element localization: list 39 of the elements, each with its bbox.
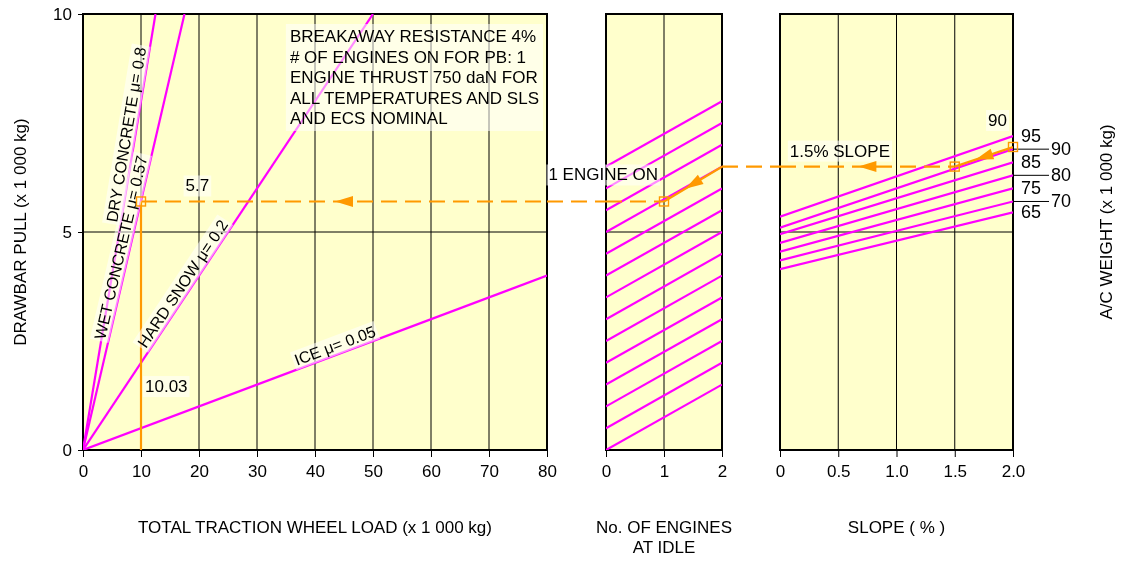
x-tick-label: 50 (364, 462, 383, 482)
text: ICE μ= 0.05 (292, 322, 379, 369)
annotation: 5.7 (185, 176, 210, 196)
series-label: 75 (1021, 178, 1042, 199)
y-tick-label: 0 (62, 440, 72, 460)
x-tick-label: 30 (248, 462, 267, 482)
x-tick-label: 60 (422, 462, 441, 482)
y-tick-label: 10 (53, 4, 72, 24)
series-label: 95 (1021, 126, 1042, 147)
annotation: 1 ENGINE ON (548, 165, 658, 185)
x-tick-label: 1.5 (943, 462, 968, 482)
x-tick-label: 40 (306, 462, 325, 482)
x-tick-label: 0 (78, 462, 89, 482)
x-tick-label: 2 (717, 462, 728, 482)
annotation: 90 (1051, 139, 1072, 160)
x-tick-label: 20 (190, 462, 209, 482)
x-tick-label: 0 (775, 462, 786, 482)
x-tick-label: 70 (480, 462, 499, 482)
y2-axis-title: A/C WEIGHT (x 1 000 kg) (1097, 124, 1116, 320)
x-tick-label: 2.0 (1001, 462, 1026, 482)
annotation: 1.5% SLOPE (789, 141, 890, 161)
annotation: 10.03 (145, 377, 188, 397)
x-axis-title: SLOPE ( % ) (847, 518, 946, 537)
x-axis-title: TOTAL TRACTION WHEEL LOAD (x 1 000 kg) (138, 518, 492, 537)
series-label: 90 (988, 110, 1007, 130)
x-tick-label: 0 (601, 462, 612, 482)
x-tick-label: 1.0 (885, 462, 909, 482)
y-tick-label: 5 (62, 222, 72, 242)
y-axis-title: DRAWBAR PULL (x 1 000 kg) (11, 118, 30, 346)
x-tick-label: 10 (132, 462, 151, 482)
annotation: BREAKAWAY RESISTANCE 4% # OF ENGINES ON FOR PB: 1 ENGINE THRUST 750 daN FOR ALL TEMPERATURES AND SLS AND ECS NOMINAL (289, 27, 539, 128)
x-tick-label: 80 (538, 462, 557, 482)
text: 70 (1051, 191, 1072, 212)
x-axis-title: No. OF ENGINES AT IDLE (595, 518, 733, 557)
series-label: 65 (1021, 202, 1042, 223)
series-label: 85 (1021, 152, 1042, 173)
x-tick-label: 0.5 (826, 462, 851, 482)
x-tick-label: 1 (659, 462, 670, 482)
text: 80 (1051, 165, 1072, 186)
